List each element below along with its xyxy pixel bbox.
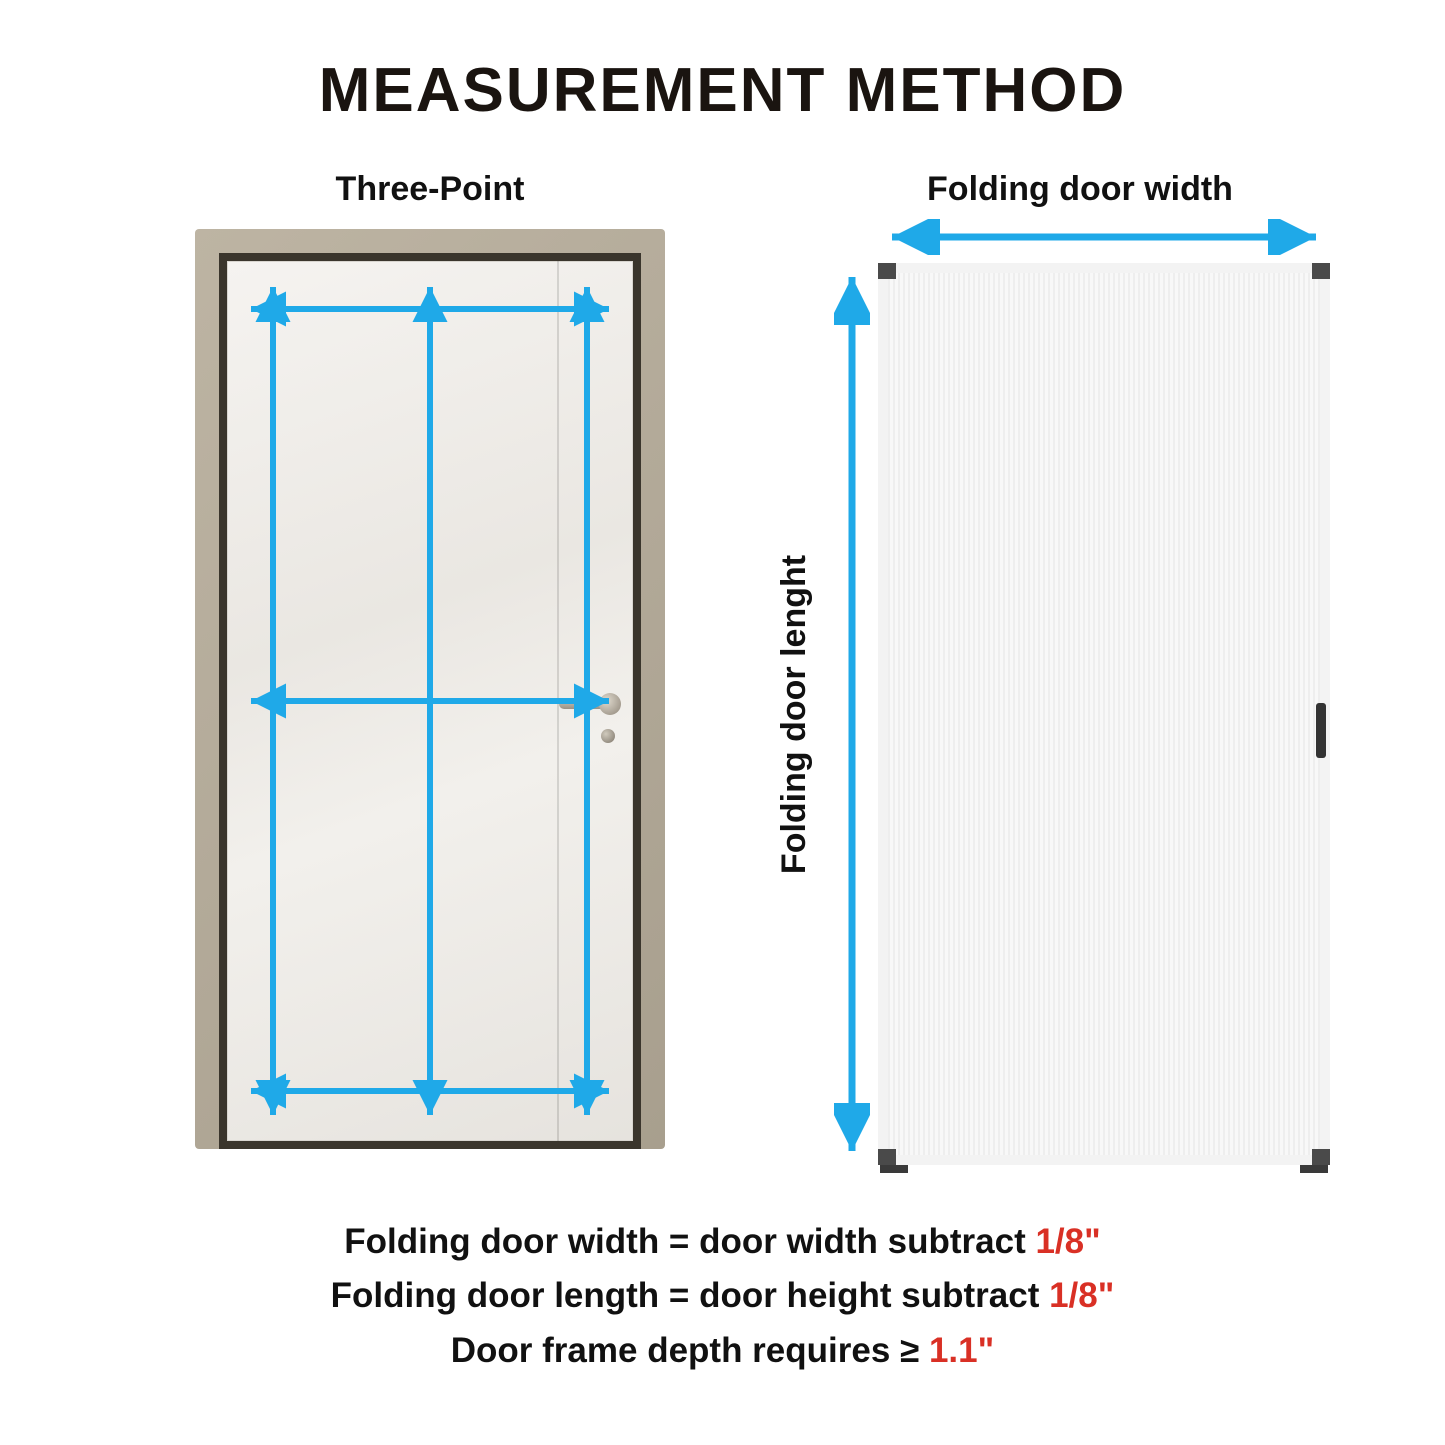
folding-height-label: Folding door lenght	[776, 554, 815, 873]
three-point-panel: Three-Point	[170, 170, 690, 1149]
three-point-label: Three-Point	[170, 170, 690, 209]
formula-depth: Door frame depth requires ≥ 1.1"	[0, 1324, 1445, 1378]
door-diagram	[195, 229, 665, 1149]
formula-length: Folding door length = door height subtra…	[0, 1269, 1445, 1323]
folding-screen	[878, 263, 1330, 1165]
page-title: MEASUREMENT METHOD	[0, 55, 1445, 126]
formula-length-value: 1/8"	[1049, 1276, 1114, 1315]
width-arrow-icon	[878, 219, 1330, 255]
corner-bracket-icon	[878, 263, 896, 279]
folding-width-label: Folding door width	[770, 170, 1330, 209]
corner-bracket-icon	[878, 1149, 896, 1165]
door-lock-icon	[601, 729, 615, 743]
door-handle-icon	[559, 699, 617, 709]
formula-depth-text: Door frame depth requires ≥	[451, 1331, 929, 1370]
formula-width-value: 1/8"	[1035, 1222, 1100, 1261]
corner-bracket-icon	[1312, 1149, 1330, 1165]
formula-block: Folding door width = door width subtract…	[0, 1215, 1445, 1378]
formula-length-text: Folding door length = door height subtra…	[331, 1276, 1049, 1315]
folding-door-panel: Folding door width Folding door lenght	[770, 170, 1330, 1179]
screen-handle-icon	[1316, 703, 1326, 758]
formula-width-text: Folding door width = door width subtract	[344, 1222, 1035, 1261]
foot-bracket-icon	[1300, 1165, 1328, 1173]
height-arrow-icon	[834, 263, 870, 1165]
folding-height-label-container: Folding door lenght	[770, 263, 820, 1165]
formula-depth-value: 1.1"	[929, 1331, 994, 1370]
foot-bracket-icon	[880, 1165, 908, 1173]
corner-bracket-icon	[1312, 263, 1330, 279]
screen-mesh	[888, 273, 1320, 1155]
folding-door-diagram: Folding door lenght	[770, 219, 1330, 1179]
formula-width: Folding door width = door width subtract…	[0, 1215, 1445, 1269]
